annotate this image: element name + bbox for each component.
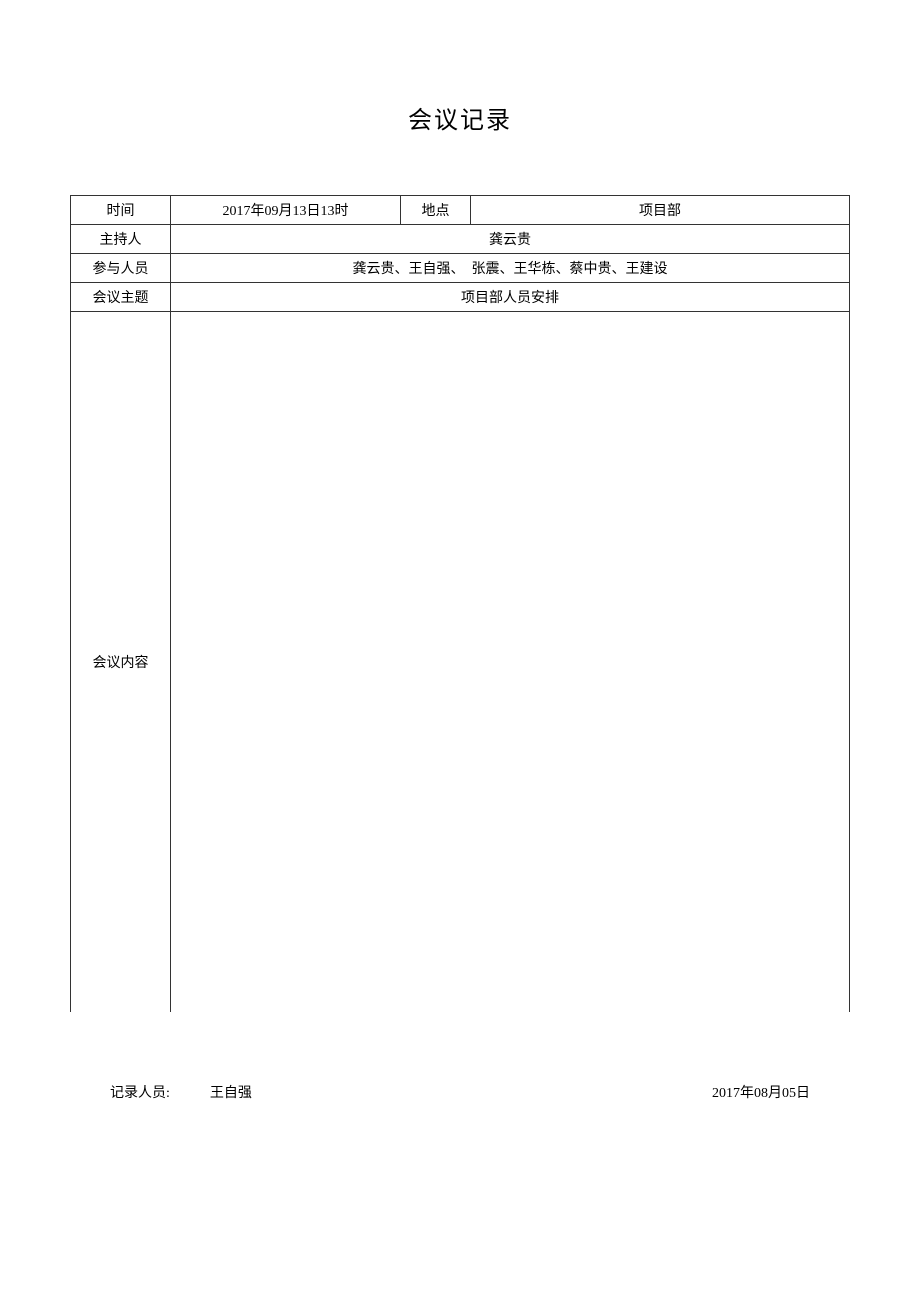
footer-section: 记录人员: 王自强 2017年08月05日 xyxy=(70,1082,850,1102)
time-value-cell: 2017年09月13日13时 xyxy=(171,196,401,225)
host-label-cell: 主持人 xyxy=(71,225,171,254)
meeting-record-table: 时间 2017年09月13日13时 地点 项目部 主持人 龚云贵 参与人员 龚云… xyxy=(70,195,850,1012)
participants-value-cell: 龚云贵、王自强、 张震、王华栋、蔡中贵、王建设 xyxy=(171,254,850,283)
table-row: 参与人员 龚云贵、王自强、 张震、王华栋、蔡中贵、王建设 xyxy=(71,254,850,283)
recorder-label: 记录人员: xyxy=(110,1082,170,1102)
table-row: 时间 2017年09月13日13时 地点 项目部 xyxy=(71,196,850,225)
topic-value-cell: 项目部人员安排 xyxy=(171,283,850,312)
time-label-cell: 时间 xyxy=(71,196,171,225)
table-row: 会议内容 xyxy=(71,312,850,1012)
location-label-cell: 地点 xyxy=(401,196,471,225)
recorder-value: 王自强 xyxy=(210,1082,252,1102)
footer-left: 记录人员: 王自强 xyxy=(110,1082,252,1102)
table-row: 会议主题 项目部人员安排 xyxy=(71,283,850,312)
content-label-cell: 会议内容 xyxy=(71,312,171,1012)
table-row: 主持人 龚云贵 xyxy=(71,225,850,254)
footer-date: 2017年08月05日 xyxy=(712,1082,810,1102)
host-value-cell: 龚云贵 xyxy=(171,225,850,254)
topic-label-cell: 会议主题 xyxy=(71,283,171,312)
participants-label-cell: 参与人员 xyxy=(71,254,171,283)
page-title: 会议记录 xyxy=(70,100,850,135)
content-value-cell xyxy=(171,312,850,1012)
location-value-cell: 项目部 xyxy=(471,196,850,225)
